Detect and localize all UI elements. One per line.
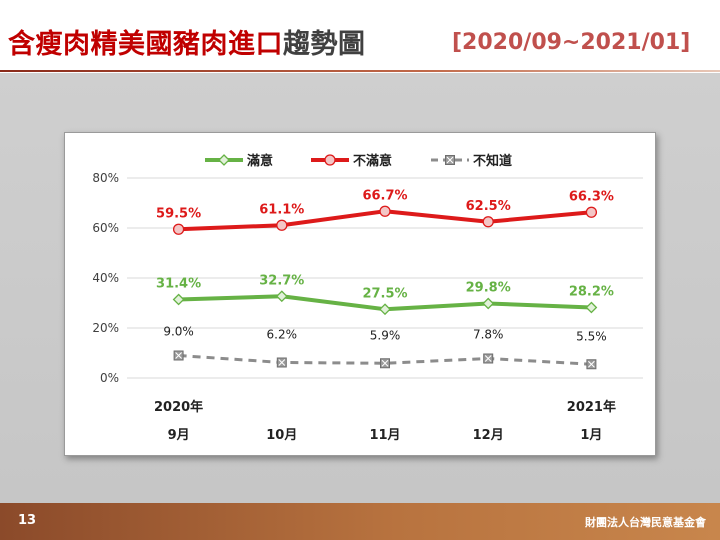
legend-label: 不滿意 bbox=[353, 153, 392, 169]
data-point bbox=[483, 353, 494, 364]
legend-label: 不知道 bbox=[473, 153, 512, 169]
legend-marker bbox=[324, 154, 336, 166]
title-divider bbox=[0, 70, 720, 72]
data-label: 6.2% bbox=[267, 328, 298, 342]
data-point bbox=[585, 301, 598, 314]
y-tick-label: 0% bbox=[100, 371, 119, 385]
data-point bbox=[173, 350, 184, 361]
data-label: 9.0% bbox=[163, 325, 194, 339]
data-label: 66.3% bbox=[569, 189, 614, 204]
y-tick-label: 40% bbox=[92, 271, 119, 285]
data-point bbox=[379, 303, 391, 316]
data-label: 7.8% bbox=[473, 328, 504, 342]
x-tick-label: 9月 bbox=[168, 428, 190, 443]
y-tick-label: 80% bbox=[92, 171, 119, 185]
data-label: 5.9% bbox=[370, 328, 401, 342]
x-tick-label: 1月 bbox=[580, 428, 602, 443]
data-point bbox=[276, 357, 287, 368]
data-point bbox=[586, 359, 597, 370]
x-year-label: 2020年 bbox=[154, 399, 203, 415]
data-label: 66.7% bbox=[362, 188, 407, 203]
legend-label: 滿意 bbox=[247, 153, 273, 169]
data-point bbox=[172, 223, 185, 235]
y-tick-label: 20% bbox=[92, 321, 119, 335]
footer-bar: 13 財團法人台灣民意基金會 bbox=[0, 503, 720, 540]
x-tick-label: 11月 bbox=[369, 428, 400, 443]
data-label: 59.5% bbox=[156, 206, 201, 221]
data-label: 61.1% bbox=[259, 202, 304, 217]
y-tick-label: 60% bbox=[92, 221, 119, 235]
data-label: 31.4% bbox=[156, 277, 201, 292]
title-main: 含瘦肉精美國豬肉進口 bbox=[8, 29, 283, 60]
data-point bbox=[275, 290, 288, 303]
date-range: [2020/09~2021/01] bbox=[452, 30, 691, 55]
data-point bbox=[380, 358, 390, 369]
x-tick-label: 10月 bbox=[266, 428, 297, 443]
page-number: 13 bbox=[18, 513, 37, 528]
line-chart: 0% 20% 40% 60% 80% 9月 2020年 10月 11月 12月 1月 2021年 31.… bbox=[92, 153, 643, 443]
x-tick-label: 12月 bbox=[473, 428, 504, 443]
data-label: 29.8% bbox=[466, 281, 511, 296]
data-point bbox=[172, 293, 185, 306]
title-bar: 含瘦肉精美國豬肉進口趨勢圖 [2020/09~2021/01] bbox=[0, 0, 720, 70]
x-year-label: 2021年 bbox=[567, 399, 616, 415]
data-point bbox=[482, 216, 494, 228]
organization-name: 財團法人台灣民意基金會 bbox=[585, 516, 706, 529]
data-point bbox=[276, 219, 288, 231]
title-suffix: 趨勢圖 bbox=[283, 29, 366, 60]
data-label: 62.5% bbox=[466, 199, 511, 214]
data-label: 5.5% bbox=[576, 329, 607, 343]
data-label: 32.7% bbox=[259, 273, 304, 288]
slide-title: 含瘦肉精美國豬肉進口趨勢圖 bbox=[8, 22, 366, 61]
data-point bbox=[379, 205, 391, 217]
data-label: 28.2% bbox=[569, 285, 614, 300]
data-point bbox=[482, 297, 495, 310]
data-point bbox=[585, 206, 598, 218]
chart-panel: 0% 20% 40% 60% 80% 9月 2020年 10月 11月 12月 1月 2021年 31.… bbox=[64, 132, 656, 456]
legend-marker bbox=[218, 154, 230, 166]
legend-marker bbox=[445, 155, 455, 165]
data-label: 27.5% bbox=[362, 286, 407, 301]
